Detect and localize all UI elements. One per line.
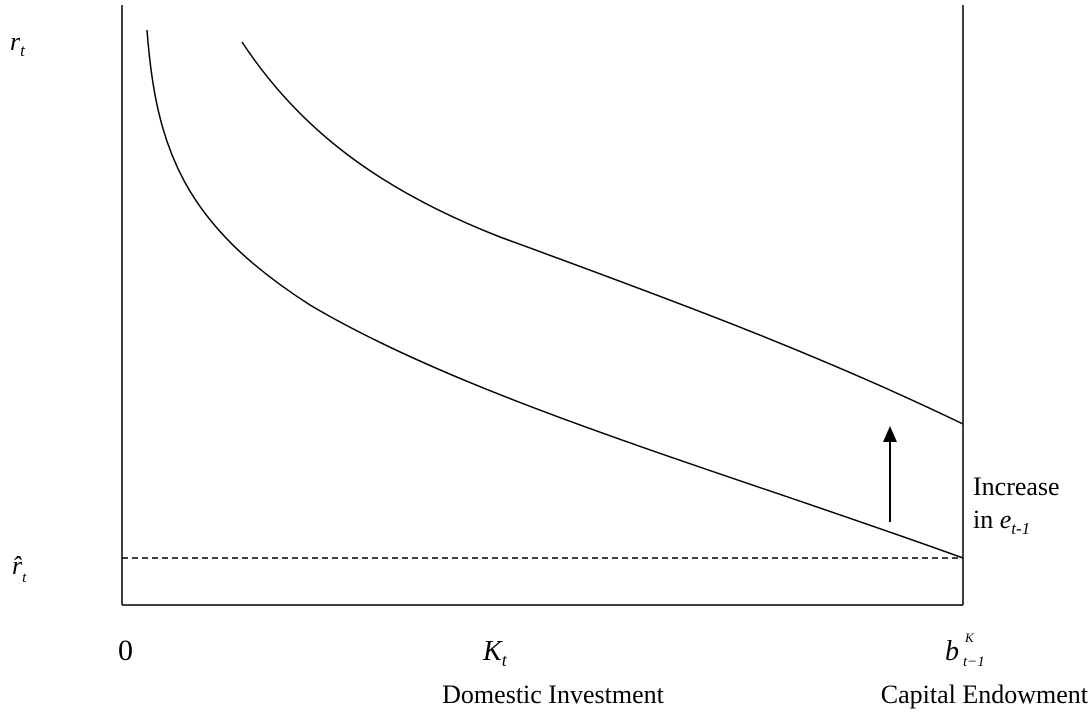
lower-curve	[146, 29, 964, 559]
arrow-head	[883, 426, 897, 442]
floor-label: r̂t	[12, 551, 27, 586]
label-part: t	[20, 41, 26, 60]
label-part: t−1	[963, 654, 985, 670]
label-part: r̂	[12, 551, 23, 580]
label-part: t	[22, 570, 27, 586]
label-part: e	[1000, 505, 1012, 534]
origin-label: 0	[118, 634, 133, 667]
label-part: r	[10, 27, 21, 56]
upper-curve	[241, 41, 964, 425]
x-axis-label: Kt	[482, 636, 508, 670]
label-part: b	[945, 636, 959, 667]
annotation-line2: in et-1	[973, 505, 1030, 538]
x-axis-caption: Domestic Investment	[442, 680, 664, 709]
label-part: t-1	[1011, 519, 1030, 538]
annotation-line1: Increase	[973, 472, 1060, 501]
y-axis-label: rt	[10, 27, 26, 60]
label-part: K	[964, 630, 975, 645]
label-part: K	[482, 636, 503, 667]
label-part: in	[973, 505, 1000, 534]
label-part: t	[502, 650, 508, 670]
right-axis-caption: Capital Endowment	[881, 680, 1089, 709]
